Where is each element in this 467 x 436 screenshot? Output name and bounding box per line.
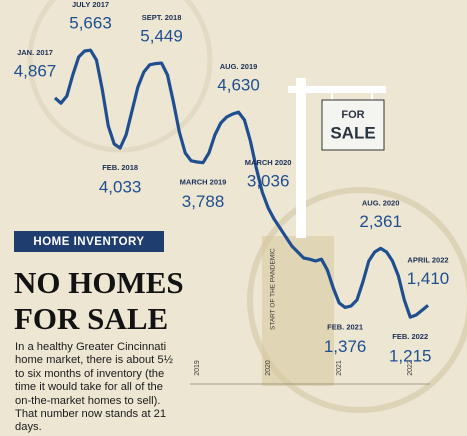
value-label: 5,663 bbox=[69, 14, 112, 33]
point-label: FEB. 2018 bbox=[102, 163, 138, 172]
background-seal bbox=[247, 187, 467, 413]
background-seal bbox=[27, 0, 213, 153]
point-label: SEPT. 2018 bbox=[142, 13, 182, 22]
sign-arm bbox=[288, 86, 386, 93]
x-tick-label: 2022 bbox=[407, 360, 414, 376]
value-label: 3,036 bbox=[247, 171, 290, 190]
x-tick-label: 2020 bbox=[265, 360, 272, 376]
sign-post bbox=[296, 78, 306, 238]
value-label: 4,867 bbox=[14, 61, 57, 80]
sign-board bbox=[321, 99, 385, 151]
point-label: AUG. 2019 bbox=[220, 62, 258, 71]
point-label: APRIL 2022 bbox=[407, 255, 448, 264]
value-label: 1,376 bbox=[324, 337, 367, 356]
point-label: MARCH 2020 bbox=[245, 158, 292, 167]
value-label: 5,449 bbox=[140, 27, 183, 46]
value-label: 1,215 bbox=[389, 347, 432, 366]
for-sale-sign: FOR SALE bbox=[288, 78, 386, 238]
section-label: HOME INVENTORY bbox=[33, 236, 144, 248]
x-tick-label: 2021 bbox=[336, 360, 343, 376]
point-label: FEB. 2022 bbox=[392, 332, 428, 341]
value-label: 3,788 bbox=[182, 192, 225, 211]
point-label: AUG. 2020 bbox=[362, 198, 400, 207]
chart-title: NO HOMES FOR SALE bbox=[14, 265, 184, 336]
sign-text: SALE bbox=[330, 123, 375, 142]
point-label: JAN. 2017 bbox=[17, 48, 53, 57]
value-label: 2,361 bbox=[359, 212, 402, 231]
value-label: 1,410 bbox=[407, 269, 450, 288]
description: In a healthy Greater Cincinnati home mar… bbox=[15, 341, 173, 434]
value-label: 4,630 bbox=[217, 76, 260, 95]
data-line bbox=[53, 48, 430, 319]
x-tick-label: 2019 bbox=[194, 360, 201, 376]
point-label: JULY 2017 bbox=[72, 0, 109, 9]
section-label-box bbox=[14, 231, 164, 252]
value-label: 4,033 bbox=[99, 178, 142, 197]
point-label: FEB. 2021 bbox=[327, 322, 363, 331]
sign-text: FOR bbox=[341, 109, 364, 121]
point-label: MARCH 2019 bbox=[180, 178, 227, 187]
annotation: START OF THE PANDEMIC bbox=[270, 248, 277, 330]
